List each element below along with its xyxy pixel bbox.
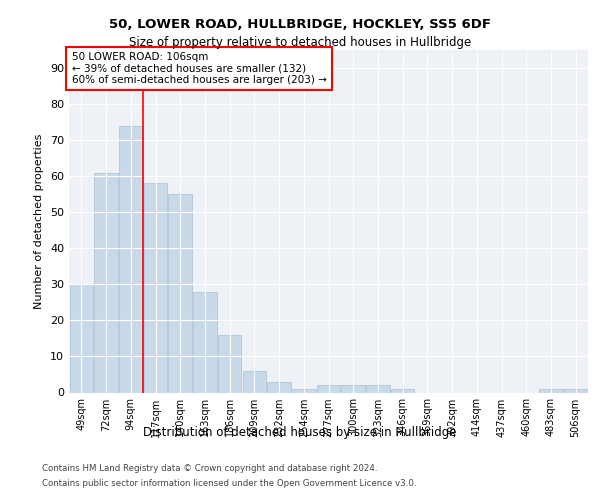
Bar	[539, 389, 563, 392]
Bar	[193, 292, 217, 392]
Text: Contains HM Land Registry data © Crown copyright and database right 2024.: Contains HM Land Registry data © Crown c…	[42, 464, 377, 473]
Text: 50, LOWER ROAD, HULLBRIDGE, HOCKLEY, SS5 6DF: 50, LOWER ROAD, HULLBRIDGE, HOCKLEY, SS5…	[109, 18, 491, 30]
Bar	[366, 386, 389, 392]
Text: 50 LOWER ROAD: 106sqm
← 39% of detached houses are smaller (132)
60% of semi-det: 50 LOWER ROAD: 106sqm ← 39% of detached …	[71, 52, 326, 85]
Text: Contains public sector information licensed under the Open Government Licence v3: Contains public sector information licen…	[42, 479, 416, 488]
Bar	[242, 371, 266, 392]
Bar	[94, 172, 118, 392]
Bar	[119, 126, 143, 392]
Y-axis label: Number of detached properties: Number of detached properties	[34, 134, 44, 309]
Bar	[564, 389, 587, 392]
Text: Size of property relative to detached houses in Hullbridge: Size of property relative to detached ho…	[129, 36, 471, 49]
Bar	[292, 389, 316, 392]
Bar	[317, 386, 340, 392]
Bar	[268, 382, 291, 392]
Bar	[144, 184, 167, 392]
Bar	[70, 284, 93, 393]
Bar	[169, 194, 192, 392]
Text: Distribution of detached houses by size in Hullbridge: Distribution of detached houses by size …	[143, 426, 457, 439]
Bar	[391, 389, 415, 392]
Bar	[341, 386, 365, 392]
Bar	[218, 335, 241, 392]
